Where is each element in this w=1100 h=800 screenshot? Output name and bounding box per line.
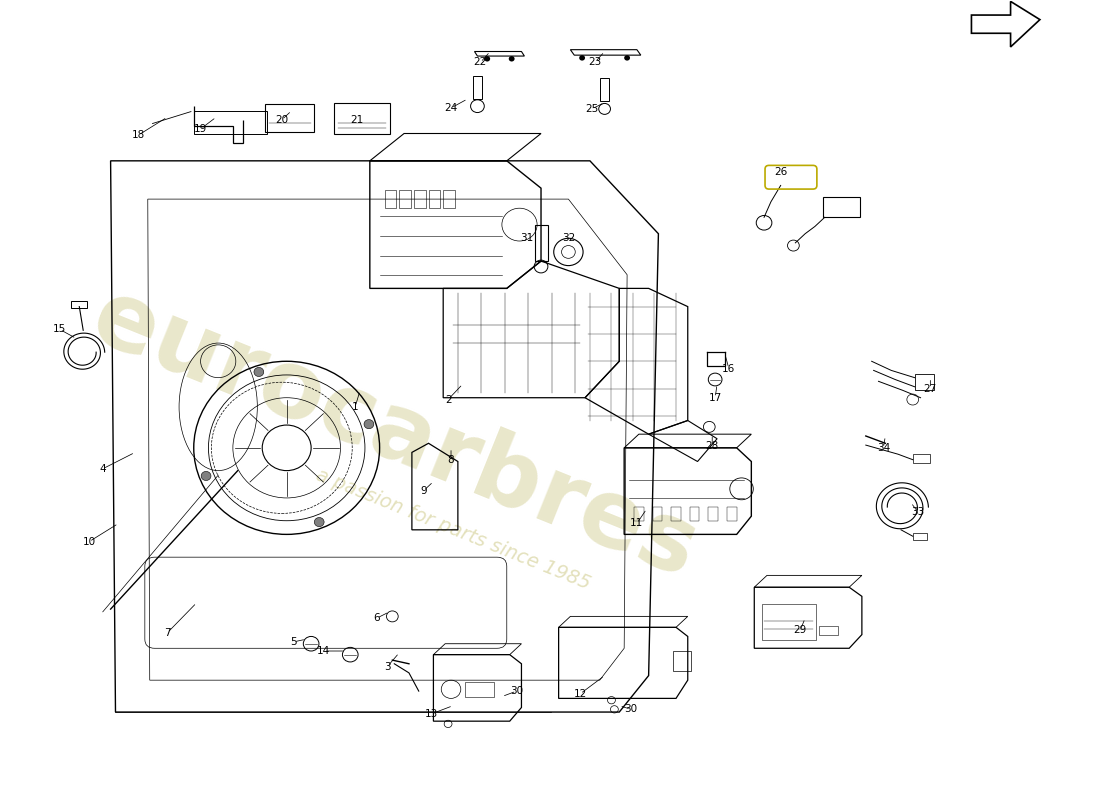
Text: 21: 21 [351, 115, 364, 125]
Text: eurocarbres: eurocarbres [78, 271, 710, 598]
Text: 5: 5 [290, 637, 297, 647]
Text: 32: 32 [562, 234, 575, 243]
Circle shape [201, 471, 211, 481]
Text: 13: 13 [425, 709, 438, 719]
Text: 8: 8 [448, 454, 454, 465]
Bar [194, 110, 267, 134]
Text: 30: 30 [510, 686, 524, 696]
Bar [634, 507, 643, 521]
Circle shape [484, 56, 491, 62]
Text: 17: 17 [708, 393, 722, 402]
Text: 23: 23 [588, 58, 602, 67]
Text: 6: 6 [373, 614, 380, 623]
Bar [818, 626, 838, 634]
Text: 15: 15 [53, 324, 66, 334]
Text: 26: 26 [774, 166, 788, 177]
Bar [443, 190, 455, 208]
Circle shape [364, 419, 374, 429]
Bar [673, 651, 691, 671]
Text: 14: 14 [317, 646, 330, 656]
Circle shape [624, 55, 630, 61]
Polygon shape [971, 2, 1040, 47]
Text: 10: 10 [82, 537, 96, 546]
Bar [690, 507, 700, 521]
Bar [913, 454, 931, 463]
Text: 2: 2 [444, 394, 451, 405]
Bar [652, 507, 662, 521]
Text: 33: 33 [911, 506, 924, 517]
Text: 11: 11 [630, 518, 644, 529]
Text: 4: 4 [99, 464, 106, 474]
Circle shape [508, 56, 515, 62]
Bar [385, 190, 396, 208]
Text: 28: 28 [705, 441, 718, 451]
Text: 24: 24 [444, 103, 458, 113]
Text: 16: 16 [723, 363, 736, 374]
Bar [464, 682, 494, 697]
Bar [915, 374, 934, 390]
Bar [399, 190, 411, 208]
Bar [72, 301, 87, 309]
Text: 27: 27 [924, 384, 937, 394]
Bar [473, 76, 482, 99]
Text: 19: 19 [194, 124, 207, 134]
Text: 34: 34 [877, 443, 890, 453]
Bar [727, 507, 737, 521]
Text: 30: 30 [625, 704, 638, 714]
Text: a passion for parts since 1985: a passion for parts since 1985 [312, 466, 593, 594]
Bar [913, 533, 927, 540]
Text: 12: 12 [573, 689, 586, 699]
Bar [671, 507, 681, 521]
Bar [536, 225, 548, 261]
Bar [708, 507, 718, 521]
Text: 9: 9 [420, 486, 427, 496]
Bar [762, 604, 816, 640]
Bar [414, 190, 426, 208]
Text: 25: 25 [585, 104, 598, 114]
Text: 7: 7 [164, 628, 170, 638]
Circle shape [254, 367, 264, 377]
Text: 31: 31 [519, 234, 534, 243]
Bar [429, 190, 440, 208]
Text: 18: 18 [131, 130, 144, 140]
Text: 29: 29 [793, 625, 807, 635]
Text: 1: 1 [352, 402, 359, 412]
Text: 3: 3 [384, 662, 390, 671]
Text: 20: 20 [275, 115, 288, 125]
Text: 22: 22 [474, 58, 487, 67]
Circle shape [580, 55, 585, 61]
Bar [600, 78, 609, 101]
Circle shape [315, 518, 324, 526]
